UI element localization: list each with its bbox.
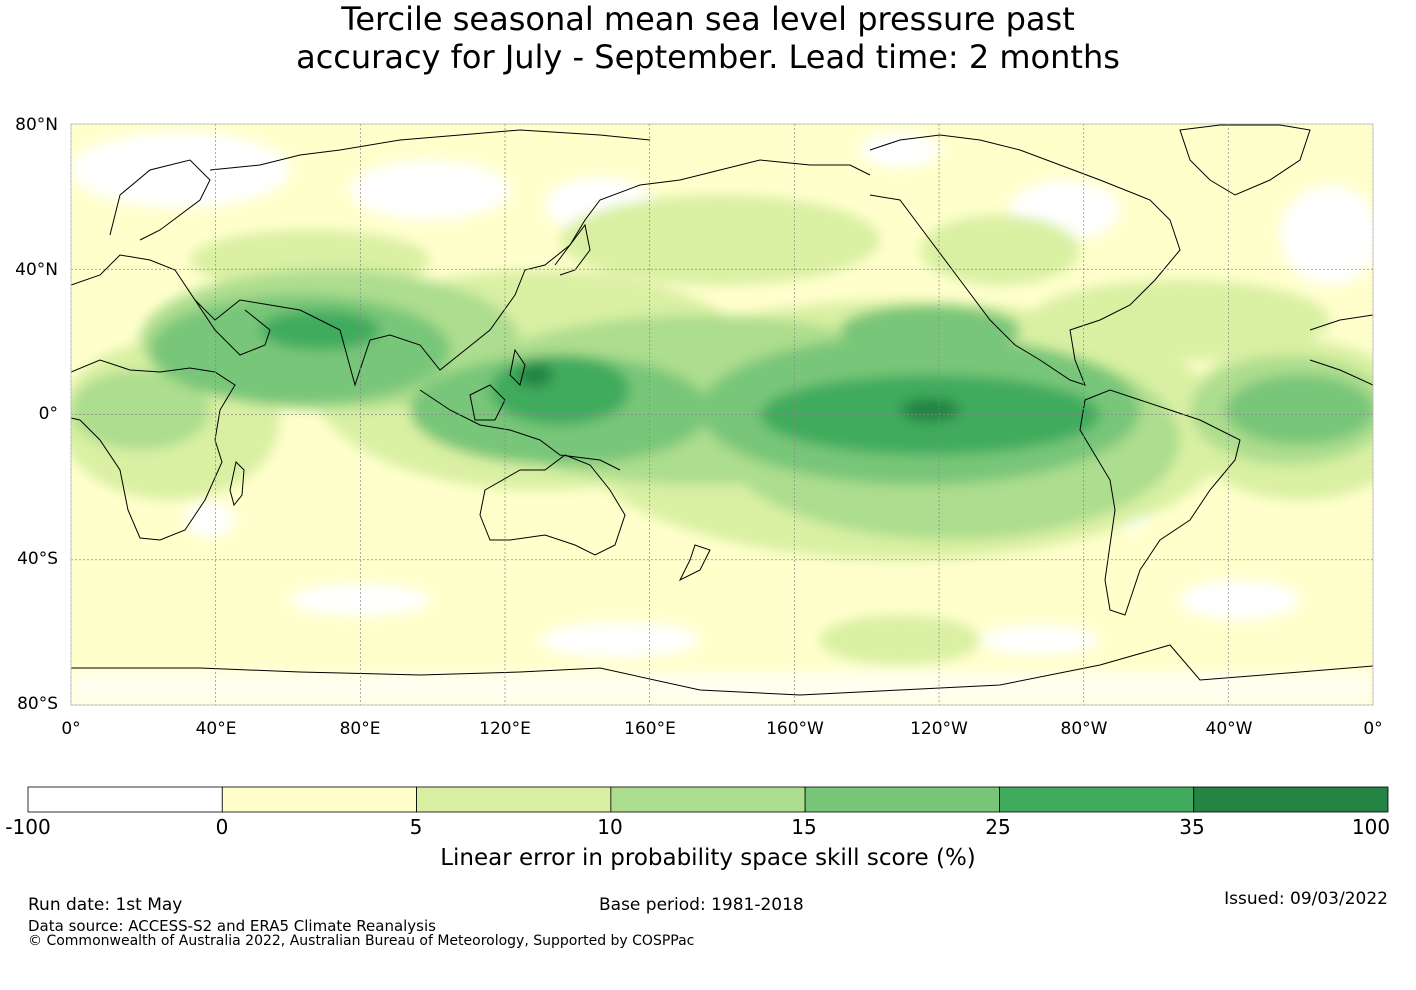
coast-south-america xyxy=(1079,389,1241,616)
patch-l4-atlantic xyxy=(1225,375,1373,445)
lat-label-80s: 80°S xyxy=(17,694,58,714)
lat-label-40s: 40°S xyxy=(17,549,58,569)
coast-europe-west xyxy=(1309,314,1373,331)
coast-scandinavia xyxy=(109,159,211,241)
patch-neg-southern-ocean-1 xyxy=(540,622,700,658)
patch-neg-siberia xyxy=(350,160,510,220)
colorbar-label-3: 10 xyxy=(597,815,623,839)
lat-label-40n: 40°N xyxy=(15,260,58,280)
issued-date: Issued: 09/03/2022 xyxy=(1224,889,1388,909)
colorbar-segment xyxy=(1193,786,1389,813)
patch-neg-atlantic-north xyxy=(1280,185,1373,285)
lon-label-0-right: 0° xyxy=(1363,719,1383,739)
lon-label-0-left: 0° xyxy=(61,719,81,739)
colorbar-label-5: 25 xyxy=(985,815,1011,839)
patch-l4-npacific xyxy=(840,305,1020,355)
colorbar-label-4: 15 xyxy=(791,815,817,839)
patch-neg-bering xyxy=(860,132,940,168)
patch-l6-philippine xyxy=(517,363,553,387)
patch-l6-pacific xyxy=(900,398,960,422)
colorbar-title: Linear error in probability space skill … xyxy=(440,845,976,871)
lon-label-80e: 80°E xyxy=(339,719,381,739)
run-date: Run date: 1st May xyxy=(28,895,183,915)
coast-greenland xyxy=(1179,124,1311,196)
colorbar-segment xyxy=(999,786,1195,813)
coast-west-africa-right xyxy=(1309,359,1373,386)
patch-l2-n-america xyxy=(920,215,1080,285)
patch-neg-south-atlantic xyxy=(1180,580,1300,620)
lon-label-120e: 120°E xyxy=(479,719,531,739)
data-source: Data source: ACCESS-S2 and ERA5 Climate … xyxy=(28,917,436,935)
coast-north-america xyxy=(869,134,1181,386)
chart-title: Tercile seasonal mean sea level pressure… xyxy=(0,0,1416,76)
colorbar-label-7: 100 xyxy=(1351,815,1391,839)
patch-l5-arabia xyxy=(260,310,380,350)
colorbar-label-6: 35 xyxy=(1179,815,1205,839)
map-frame xyxy=(70,123,1374,706)
coast-new-zealand xyxy=(678,544,711,582)
colorbar-segment xyxy=(416,786,612,813)
lon-label-160w: 160°W xyxy=(766,719,824,739)
colorbar-label-0: -100 xyxy=(5,815,51,839)
colorbar-label-2: 5 xyxy=(409,815,423,839)
lon-label-40w: 40°W xyxy=(1205,719,1253,739)
colorbar-segment xyxy=(221,786,417,813)
colorbar xyxy=(27,786,1389,813)
patch-l3-west-africa xyxy=(71,370,210,450)
title-line-1: Tercile seasonal mean sea level pressure… xyxy=(341,0,1075,38)
coast-africa xyxy=(71,359,236,541)
patch-neg-scandinavia xyxy=(71,132,290,208)
title-line-2: accuracy for July - September. Lead time… xyxy=(296,38,1120,76)
colorbar-label-1: 0 xyxy=(215,815,229,839)
patch-l2-southern-ocean xyxy=(820,615,980,665)
lon-label-80w: 80°W xyxy=(1060,719,1108,739)
coast-philippines xyxy=(509,348,526,386)
coast-arctic-eurasia xyxy=(209,129,651,171)
coast-japan xyxy=(554,223,591,276)
lon-label-40e: 40°E xyxy=(195,719,237,739)
lon-label-120w: 120°W xyxy=(910,719,968,739)
lat-label-80n: 80°N xyxy=(15,115,58,135)
lon-label-160e: 160°E xyxy=(624,719,676,739)
copyright: © Commonwealth of Australia 2022, Austra… xyxy=(28,933,695,949)
patch-neg-south-africa xyxy=(185,502,235,538)
lat-label-0: 0° xyxy=(38,404,58,424)
coastlines xyxy=(71,124,1373,696)
colorbar-segment xyxy=(804,786,1000,813)
patch-neg-antarctica xyxy=(71,672,1373,705)
patch-l2-north-pacific xyxy=(560,195,880,285)
coast-australia xyxy=(479,454,626,556)
colorbar-segment xyxy=(27,786,223,813)
coast-arabia xyxy=(194,299,271,356)
colorbar-segment xyxy=(610,786,806,813)
coast-madagascar xyxy=(229,460,245,507)
base-period: Base period: 1981-2018 xyxy=(599,895,804,915)
coast-indonesia xyxy=(419,389,621,471)
coast-borneo xyxy=(469,384,506,421)
patch-neg-southern-ocean-2 xyxy=(980,625,1100,655)
coast-antarctica xyxy=(71,644,1373,696)
